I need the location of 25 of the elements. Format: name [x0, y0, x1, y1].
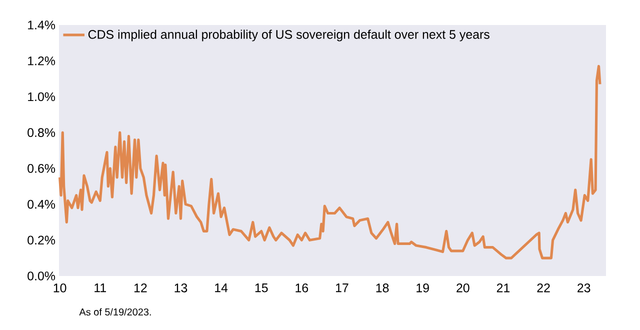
- line-series: [58, 64, 602, 260]
- y-tick-label: 1.4%: [28, 20, 56, 30]
- y-tick-label: 0.6%: [28, 164, 56, 173]
- x-tick-label: 16: [296, 284, 308, 292]
- x-tick-label: 13: [174, 284, 188, 292]
- x-tick-label: 18: [376, 284, 389, 292]
- x-tick-label: 12: [134, 284, 147, 292]
- y-tick-label: 0.2%: [28, 236, 56, 245]
- y-tick-label: 0.4%: [28, 200, 56, 209]
- x-tick-label: 22: [537, 284, 550, 292]
- x-tick-label: 10: [54, 284, 66, 292]
- y-tick-label: 0.8%: [28, 128, 56, 137]
- x-tick-label: 20: [456, 284, 470, 292]
- x-tick-label: 15: [255, 284, 268, 292]
- x-tick-label: 21: [496, 284, 510, 292]
- y-tick-label: 1.2%: [28, 56, 56, 66]
- y-tick-label: 1.0%: [28, 92, 56, 102]
- legend-label: CDS implied annual probability of US sovereign default over next 5 years: [88, 30, 490, 42]
- x-tick-label: 17: [336, 284, 348, 292]
- x-tick-label: 11: [94, 284, 106, 292]
- x-tick-label: 14: [215, 284, 228, 292]
- x-tick-label: 19: [416, 284, 429, 292]
- x-tick-label: 23: [578, 284, 590, 292]
- y-tick-label: 0.0%: [28, 272, 56, 280]
- text: As of 5/19/2023.: [79, 308, 151, 316]
